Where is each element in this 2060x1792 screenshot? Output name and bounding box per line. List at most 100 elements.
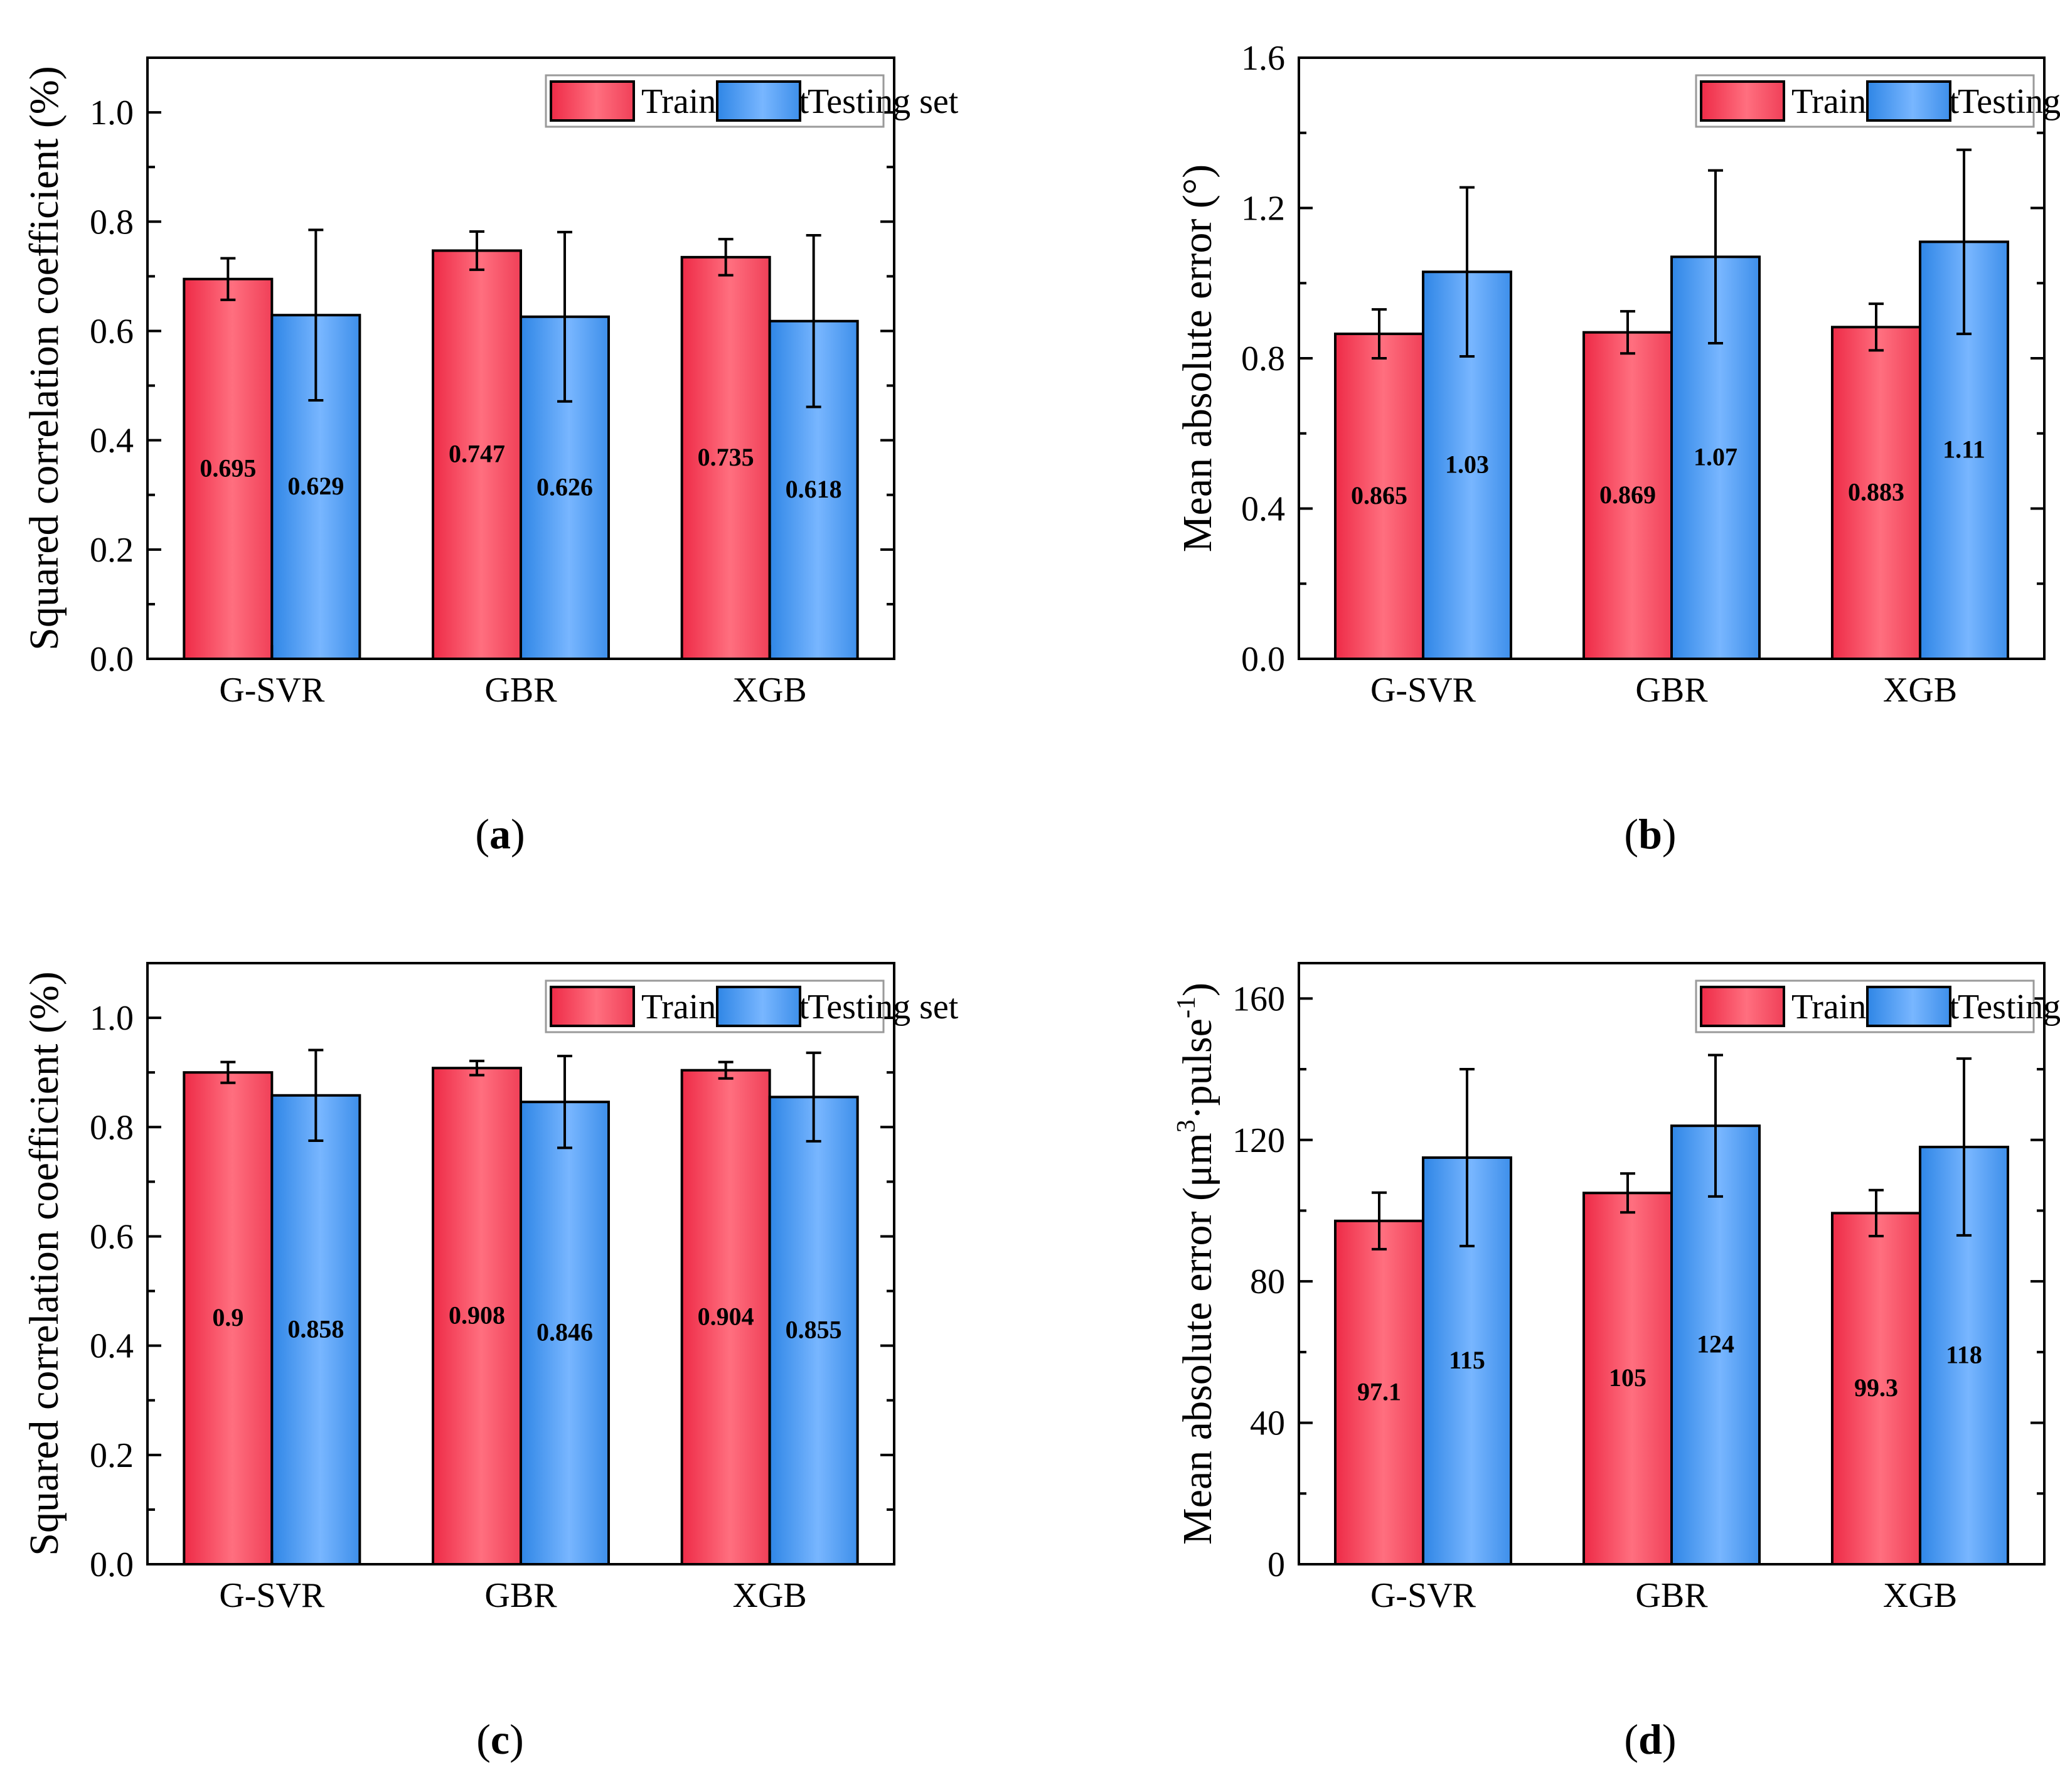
legend-swatch-testing (1866, 80, 1951, 122)
bar-testing-gbr (520, 1101, 610, 1565)
error-bar (308, 228, 324, 402)
data-label: 105 (1609, 1363, 1646, 1392)
legend-swatch-training (1700, 80, 1785, 122)
y-tick-label: 0.0 (90, 640, 134, 679)
data-label: 1.07 (1694, 443, 1737, 471)
bar-testing-xgb (768, 1096, 859, 1565)
error-bar (1869, 302, 1884, 352)
legend-label-testing: Testing set (1958, 988, 2060, 1027)
error-bar (718, 238, 734, 277)
data-label: 0.629 (287, 472, 344, 500)
y-tick-label: 1.2 (1241, 189, 1285, 228)
y-tick-label: 0.4 (90, 422, 134, 461)
error-bar (1708, 169, 1723, 345)
panel-label-open: ( (1624, 1715, 1638, 1763)
y-tick-label: 1.0 (90, 999, 134, 1038)
y-tick-label: 0.4 (90, 1327, 134, 1366)
legend-swatch-testing (716, 80, 801, 122)
y-axis-title: Squared correlation coefficient (%) (21, 971, 67, 1556)
panel-label-letter: c (491, 1715, 510, 1763)
error-bar (1372, 308, 1387, 360)
legend-swatch-testing (1866, 986, 1951, 1027)
data-label: 0.735 (698, 443, 754, 471)
y-axis-title-text: Mean absolute error (μm (1175, 1133, 1220, 1545)
data-label: 0.9 (212, 1303, 243, 1331)
data-label: 0.747 (449, 440, 505, 468)
y-axis-title-mid: ·pulse (1175, 1018, 1220, 1119)
y-axis-title-text: Squared correlation coefficient (%) (21, 971, 67, 1556)
data-label: 0.626 (536, 472, 593, 501)
panel-label: (a) (475, 810, 525, 858)
chart-panel-d: 97.1 105 99.3 115 124 118 0 40 80 120 160 G-SVR GBR X… (1172, 962, 2060, 1763)
data-label: 0.908 (449, 1301, 505, 1330)
chart-panel-b: 0.865 0.869 0.883 1.03 1.07 1.11 0.0 0.4 0.8 1.2 1… (1175, 39, 2060, 858)
y-axis-title-text: Squared correlation coefficient (%) (21, 66, 67, 651)
data-label: 97.1 (1357, 1377, 1401, 1405)
x-tick-label: GBR (1635, 1576, 1708, 1615)
error-bar (308, 1048, 324, 1143)
data-label: 115 (1449, 1346, 1485, 1374)
data-label: 1.11 (1943, 435, 1985, 464)
bar-training-xgb (1831, 326, 1921, 660)
x-tick-label: GBR (1635, 671, 1708, 710)
y-tick-label: 0.2 (90, 1436, 134, 1475)
panel-label-close: ) (511, 810, 525, 858)
legend-swatch-training (550, 986, 635, 1027)
legend: Training setTesting set (545, 74, 959, 128)
bar-training-xgb (680, 1069, 771, 1566)
error-bar (1372, 1191, 1387, 1251)
y-tick-label: 0.0 (1241, 640, 1285, 679)
chart-panel-c: 0.9 0.908 0.904 0.858 0.846 0.855 0.0 0.2 0.4 0.6… (21, 962, 959, 1763)
y-tick-label: 0.6 (90, 1217, 134, 1256)
bar-testing-gbr (1670, 1124, 1761, 1565)
panel-label-letter: b (1638, 810, 1662, 858)
error-bar (220, 1060, 236, 1084)
y-tick-label: 1.6 (1241, 39, 1285, 78)
bar-training-g-svr (1334, 333, 1424, 660)
panel-label: (c) (476, 1715, 524, 1763)
error-bar (557, 230, 572, 403)
x-tick-label: GBR (484, 671, 557, 710)
data-label: 0.618 (786, 475, 842, 503)
y-axis-title-tail: ) (1175, 983, 1220, 996)
data-label: 0.869 (1599, 481, 1656, 509)
y-tick-label: 1.0 (90, 93, 134, 132)
error-bar (1620, 1172, 1635, 1214)
error-bar (1956, 1057, 1972, 1237)
error-bar (1460, 186, 1475, 358)
data-label: 0.855 (786, 1316, 842, 1344)
x-tick-label: XGB (733, 1576, 807, 1615)
error-bar (220, 257, 236, 301)
legend: Training setTesting set (1695, 979, 2060, 1033)
bar-training-gbr (432, 1067, 522, 1566)
y-axis-title: Mean absolute error (°) (1175, 164, 1220, 552)
data-label: 99.3 (1854, 1373, 1898, 1402)
error-bar (806, 1051, 821, 1143)
legend-swatch-training (550, 80, 635, 122)
panel-label-close: ) (1662, 810, 1677, 858)
y-axis-title-sup: 3 (1172, 1119, 1201, 1133)
data-label: 0.858 (287, 1315, 344, 1343)
data-label: 0.883 (1848, 478, 1904, 506)
data-label: 1.03 (1445, 451, 1489, 479)
legend: Training setTesting set (1695, 74, 2060, 128)
error-bar (1460, 1068, 1475, 1247)
legend-label-testing: Testing set (808, 82, 959, 121)
data-label: 0.695 (200, 454, 256, 482)
error-bar (469, 1059, 484, 1077)
x-tick-label: GBR (484, 1576, 557, 1615)
x-tick-label: XGB (733, 671, 807, 710)
error-bar (1620, 310, 1635, 355)
y-axis-title: Squared correlation coefficient (%) (21, 66, 67, 651)
error-bar (1956, 148, 1972, 336)
chart-panel-a: 0.695 0.747 0.735 0.629 0.626 0.618 0.0 0.2 0.4 0… (21, 56, 959, 858)
error-bar (806, 234, 821, 408)
legend: Training setTesting set (545, 979, 959, 1033)
bar-training-gbr (1582, 1192, 1673, 1565)
y-tick-label: 0.8 (90, 203, 134, 242)
x-tick-label: XGB (1883, 671, 1957, 710)
y-axis-title: Mean absolute error (μm3·pulse-1) (1172, 983, 1220, 1545)
x-tick-label: G-SVR (1370, 1576, 1476, 1615)
data-label: 0.904 (698, 1302, 754, 1330)
